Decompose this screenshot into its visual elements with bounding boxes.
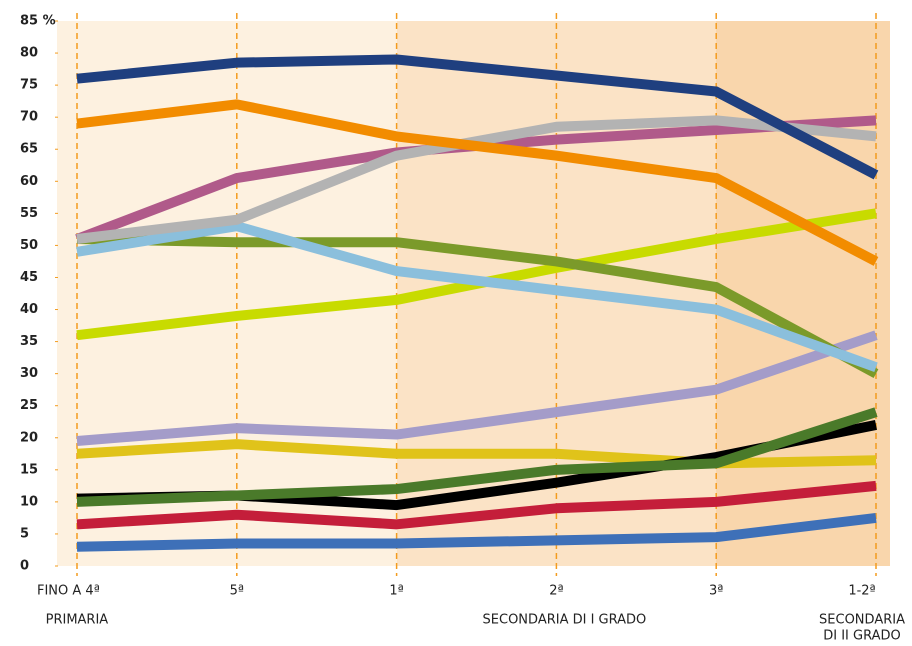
series-line (76, 99, 879, 266)
y-tick-label: 5 (20, 526, 29, 541)
group-label: SECONDARIA (819, 613, 905, 628)
y-tick-label: 30 (20, 366, 38, 381)
x-tick-label: 1ª (389, 584, 403, 599)
y-tick-label: 70 (20, 110, 38, 125)
series-line (76, 512, 877, 552)
series-line (76, 439, 877, 469)
series-line (76, 480, 877, 530)
y-tick-label: 35 (20, 334, 38, 349)
y-tick-label: 0 (20, 559, 29, 574)
series-line (76, 407, 878, 507)
x-tick-label: 5ª (230, 584, 244, 599)
y-tick-label: 25 (20, 398, 38, 413)
series-line (76, 330, 878, 446)
x-tick-label: 3ª (709, 584, 723, 599)
y-tick-label: 85 % (20, 14, 56, 29)
group-label: PRIMARIA (46, 613, 109, 628)
x-tick-label: 2ª (549, 584, 563, 599)
group-label: DI II GRADO (823, 629, 901, 644)
y-tick-label: 55 (20, 206, 38, 221)
y-tick-label: 10 (20, 494, 38, 509)
y-tick-label: 45 (20, 270, 38, 285)
y-tick-label: 80 (20, 46, 38, 61)
y-tick-label: 50 (20, 238, 38, 253)
y-tick-label: 75 (20, 78, 38, 93)
band (57, 21, 397, 566)
x-tick-label: 1-2ª (848, 584, 875, 599)
series-line (76, 54, 879, 180)
series-line (76, 221, 878, 372)
y-tick-label: 65 (20, 142, 38, 157)
group-label: SECONDARIA DI I GRADO (483, 613, 647, 628)
y-tick-label: 40 (20, 302, 38, 317)
y-tick-label: 60 (20, 174, 38, 189)
y-tick-label: 15 (20, 462, 38, 477)
series-line (76, 234, 879, 379)
y-tick-label: 20 (20, 430, 38, 445)
x-tick-label: FINO A 4ª (37, 584, 100, 599)
